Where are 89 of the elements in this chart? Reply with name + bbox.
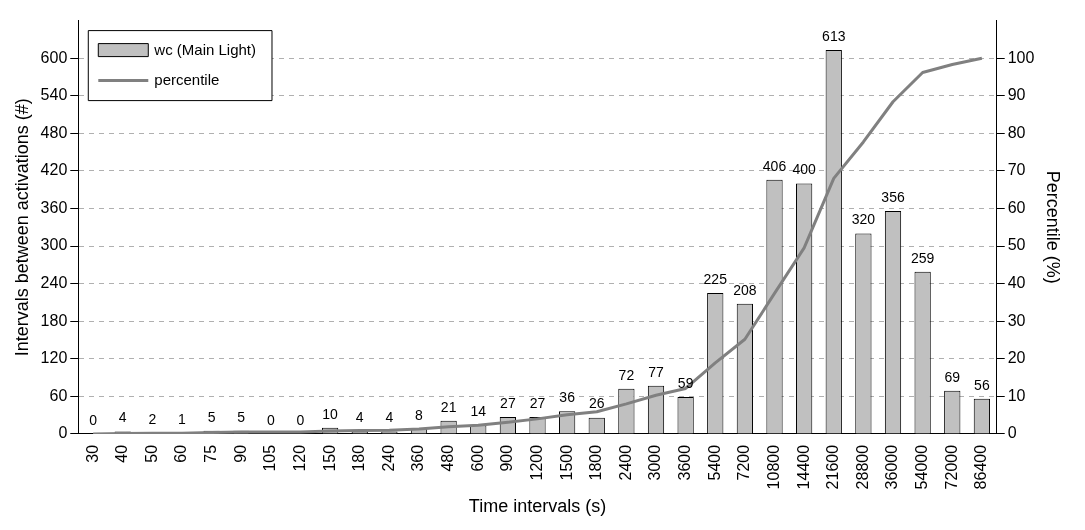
y-tick-label: 240 bbox=[40, 274, 68, 292]
y2-tick-label: 40 bbox=[1007, 274, 1026, 292]
data-label: 259 bbox=[910, 249, 935, 266]
data-label: 208 bbox=[733, 281, 757, 298]
data-label: 4 bbox=[385, 409, 394, 426]
x-tick-label: 360 bbox=[409, 444, 427, 472]
data-label: 5 bbox=[207, 408, 216, 425]
y-tick-label: 60 bbox=[49, 386, 68, 404]
y-tick-label: 300 bbox=[40, 236, 68, 254]
x-tick-label: 1800 bbox=[587, 444, 605, 481]
data-label: 77 bbox=[648, 363, 664, 380]
x-tick-label: 105 bbox=[261, 444, 279, 472]
y2-tick-label: 60 bbox=[1007, 198, 1026, 216]
y2-tick-label: 70 bbox=[1007, 161, 1026, 179]
data-label: 69 bbox=[944, 368, 961, 385]
data-label: 36 bbox=[559, 389, 576, 406]
y-tick-label: 360 bbox=[40, 198, 68, 216]
data-label: 27 bbox=[529, 394, 546, 411]
x-tick-label: 90 bbox=[231, 444, 249, 463]
x-tick-label: 3600 bbox=[676, 444, 694, 481]
data-label: 72 bbox=[618, 366, 635, 383]
x-tick-label: 86400 bbox=[972, 444, 990, 490]
y2-tick-label: 30 bbox=[1007, 311, 1026, 329]
data-label: 10 bbox=[322, 405, 339, 422]
x-tick-label: 50 bbox=[142, 444, 160, 463]
data-label: 2 bbox=[148, 410, 157, 427]
data-label: 356 bbox=[881, 188, 905, 205]
y-tick-label: 600 bbox=[40, 48, 68, 66]
data-label: 0 bbox=[89, 411, 98, 428]
data-label: 1 bbox=[178, 411, 187, 428]
y2-tick-label: 20 bbox=[1007, 349, 1026, 367]
x-tick-label: 180 bbox=[350, 444, 368, 472]
data-label: 406 bbox=[762, 157, 787, 174]
data-label: 613 bbox=[822, 27, 846, 44]
data-label: 26 bbox=[588, 395, 605, 412]
x-tick-label: 1500 bbox=[557, 444, 575, 481]
y-tick-label: 120 bbox=[40, 349, 68, 367]
legend-label: percentile bbox=[154, 70, 220, 88]
data-label: 27 bbox=[500, 394, 516, 411]
x-tick-label: 480 bbox=[439, 444, 457, 472]
x-tick-label: 7200 bbox=[735, 444, 753, 481]
y2-tick-label: 90 bbox=[1007, 86, 1026, 104]
data-label: 4 bbox=[355, 409, 364, 426]
x-tick-label: 36000 bbox=[883, 444, 901, 490]
y2-tick-label: 10 bbox=[1007, 386, 1026, 404]
y2-tick-label: 0 bbox=[1007, 424, 1017, 442]
x-tick-label: 30 bbox=[83, 444, 101, 463]
data-label: 320 bbox=[851, 211, 876, 228]
data-label: 59 bbox=[677, 374, 694, 391]
y-tick-label: 420 bbox=[40, 161, 68, 179]
x-tick-label: 240 bbox=[379, 444, 397, 472]
data-label: 0 bbox=[266, 411, 275, 428]
x-tick-label: 1200 bbox=[527, 444, 545, 481]
data-label: 400 bbox=[792, 161, 817, 178]
data-label: 225 bbox=[703, 270, 728, 287]
x-tick-label: 72000 bbox=[942, 444, 960, 490]
x-tick-label: 10800 bbox=[764, 444, 782, 490]
x-axis-title: Time intervals (s) bbox=[468, 496, 607, 517]
y2-tick-label: 100 bbox=[1007, 48, 1035, 66]
y-tick-label: 180 bbox=[40, 311, 68, 329]
x-tick-label: 600 bbox=[468, 444, 486, 472]
data-label: 8 bbox=[415, 406, 424, 423]
data-label: 14 bbox=[470, 403, 487, 419]
y-axis-title: Intervals between activations (#) bbox=[11, 98, 32, 357]
x-tick-label: 5400 bbox=[705, 444, 723, 481]
data-label: 56 bbox=[974, 376, 990, 393]
x-tick-label: 120 bbox=[290, 444, 308, 472]
x-tick-label: 3000 bbox=[646, 444, 664, 481]
x-tick-label: 60 bbox=[172, 444, 190, 463]
data-label: 0 bbox=[296, 411, 305, 428]
x-tick-label: 2400 bbox=[616, 444, 634, 481]
x-tick-label: 21600 bbox=[824, 444, 842, 490]
y2-tick-label: 50 bbox=[1007, 236, 1026, 254]
y-tick-label: 0 bbox=[58, 424, 68, 442]
x-tick-label: 40 bbox=[113, 444, 131, 463]
data-label: 21 bbox=[440, 398, 457, 415]
x-tick-label: 14400 bbox=[794, 444, 812, 490]
y-tick-label: 480 bbox=[40, 123, 68, 141]
x-tick-label: 900 bbox=[498, 444, 516, 472]
data-label: 5 bbox=[237, 408, 246, 425]
y2-tick-label: 80 bbox=[1007, 123, 1026, 141]
x-tick-label: 150 bbox=[320, 444, 338, 472]
data-label: 4 bbox=[118, 409, 127, 426]
y-tick-label: 540 bbox=[40, 86, 68, 104]
y2-axis-title: Percentile (%) bbox=[1043, 170, 1064, 284]
x-tick-label: 54000 bbox=[913, 444, 931, 490]
x-tick-label: 75 bbox=[202, 444, 220, 463]
x-tick-label: 28800 bbox=[853, 444, 871, 490]
legend-label: wc (Main Light) bbox=[153, 40, 256, 58]
